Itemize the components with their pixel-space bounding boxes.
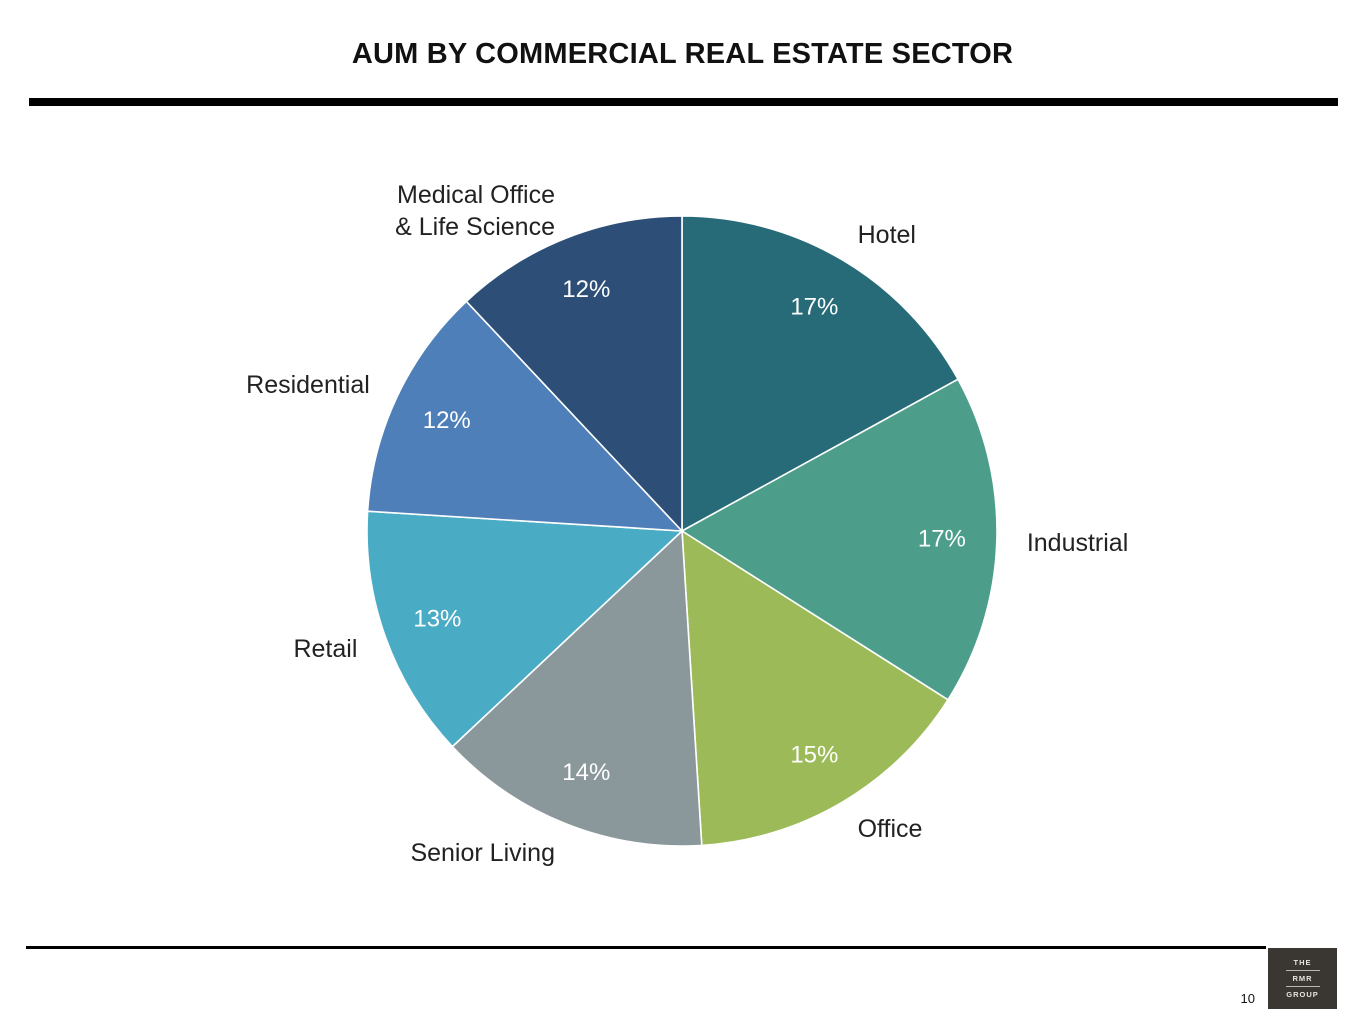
data-label-retail: 13%: [413, 606, 461, 633]
pie-slice-office: [681, 529, 950, 847]
pie-slice-medical-office-life-science: [465, 215, 683, 534]
title-divider: [29, 98, 1338, 106]
category-label-retail: Retail: [293, 635, 357, 663]
data-label-medical-office-life-science: 12%: [562, 276, 610, 303]
data-label-senior-living: 14%: [562, 759, 610, 786]
category-label-residential: Residential: [246, 371, 370, 399]
pie-slice-senior-living: [451, 529, 703, 847]
category-label-senior-living: Senior Living: [410, 839, 555, 867]
footer-divider: [26, 946, 1266, 949]
data-label-residential: 12%: [423, 407, 471, 434]
category-label-industrial: Industrial: [1027, 529, 1128, 557]
page-number: 10: [1240, 991, 1255, 1006]
category-label-hotel: Hotel: [858, 221, 916, 249]
category-label-medical-office-life-science: Medical Office & Life Science: [395, 181, 555, 241]
logo-line-group: GROUP: [1286, 990, 1319, 999]
category-label-office: Office: [858, 815, 923, 843]
category-label-line: Senior Living: [410, 839, 555, 867]
pie-slice-residential: [366, 300, 684, 532]
logo-line-the: THE: [1293, 958, 1312, 967]
category-label-line: & Life Science: [395, 213, 555, 241]
data-label-industrial: 17%: [918, 526, 966, 553]
logo-separator: [1285, 970, 1320, 971]
page-title: AUM BY COMMERCIAL REAL ESTATE SECTOR: [351, 38, 1014, 70]
data-label-office: 15%: [790, 741, 838, 768]
category-label-line: Office: [858, 815, 923, 843]
category-label-line: Hotel: [858, 221, 916, 249]
category-label-line: Medical Office: [397, 181, 555, 209]
logo-separator: [1285, 986, 1320, 987]
category-label-line: Retail: [293, 635, 357, 663]
category-label-line: Industrial: [1027, 529, 1128, 557]
data-label-hotel: 17%: [790, 294, 838, 321]
category-label-line: Residential: [246, 371, 370, 399]
rmr-group-logo: THE RMR GROUP: [1268, 948, 1337, 1009]
logo-line-rmr: RMR: [1292, 974, 1313, 983]
pie-slice-retail: [366, 510, 684, 748]
pie-slice-industrial: [680, 378, 998, 701]
pie-slice-hotel: [681, 215, 960, 533]
